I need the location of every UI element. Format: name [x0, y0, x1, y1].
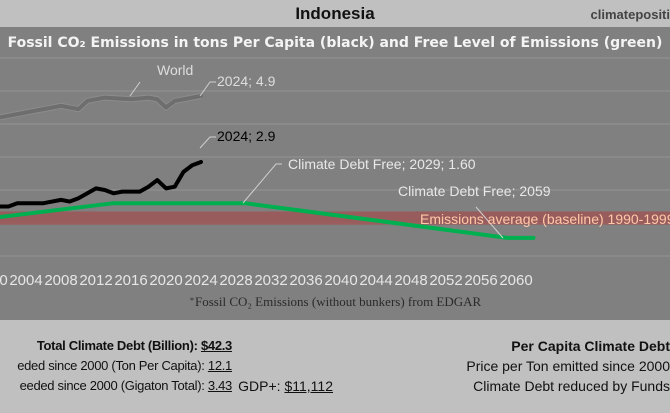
ton-label: eded since 2000 (Ton Per Capita):: [17, 358, 205, 373]
ton-value[interactable]: 12.1: [207, 358, 232, 373]
free-level-line: [0, 201, 536, 240]
indonesia-end-leader: [199, 136, 216, 149]
brand-text: climatepositi: [590, 7, 670, 22]
x-tick-label: 2000: [0, 272, 8, 289]
footnote: Fossil CO₂ Emissions (without bunkers) f…: [195, 294, 482, 309]
gdp-label: GDP+:: [238, 378, 281, 394]
baseline-band: [0, 211, 670, 225]
footnote-mark: *: [190, 296, 194, 305]
title-bar: Indonesia climatepositi: [0, 0, 670, 27]
total-value[interactable]: $42.3: [200, 338, 232, 353]
gigaton-total: eeded since 2000 (Gigaton Total): 3.43: [0, 378, 233, 393]
world-end-leader: [199, 81, 216, 97]
x-tick-label: 2060: [499, 272, 532, 289]
x-tick-label: 2028: [219, 272, 252, 289]
x-tick-label: 2008: [44, 272, 77, 289]
ton-per-capita: eded since 2000 (Ton Per Capita): 12.1: [0, 358, 232, 373]
x-tick-label: 2040: [324, 272, 357, 289]
chart-area: 2000200420082012201620202024202820322036…: [0, 27, 670, 320]
x-tick-label: 2004: [9, 272, 42, 289]
reduced-by-funds-label: Climate Debt reduced by Funds: [473, 378, 670, 394]
price-per-ton-label: Price per Ton emitted since 2000: [466, 358, 670, 374]
x-tick-label: 2020: [149, 272, 182, 289]
page-title: Indonesia: [295, 4, 375, 23]
x-tick-label: 2036: [289, 272, 322, 289]
x-tick-label: 2056: [464, 272, 497, 289]
debt-free-2-label: Climate Debt Free; 2059: [398, 183, 551, 199]
total-climate-debt: Total Climate Debt (Billion): $42.3: [0, 338, 232, 353]
baseline-label: Emissions average (baseline) 1990-1999; …: [420, 211, 670, 227]
chart-title: Fossil CO₂ Emissions in tons Per Capita …: [8, 35, 663, 51]
gigaton-label: eeded since 2000 (Gigaton Total):: [19, 378, 205, 393]
chart-svg: 2000200420082012201620202024202820322036…: [0, 35, 670, 309]
x-tick-label: 2052: [429, 272, 462, 289]
x-tick-label: 2016: [114, 272, 147, 289]
debt-free-1-label: Climate Debt Free; 2029; 1.60: [288, 156, 476, 172]
gigaton-value[interactable]: 3.43: [207, 378, 232, 393]
indonesia-line: [0, 159, 203, 209]
x-tick-label: 2048: [394, 272, 427, 289]
world-label: World: [157, 62, 193, 78]
x-tick-label: 2024: [184, 272, 217, 289]
indonesia-end-label: 2024; 2.9: [217, 128, 276, 144]
gdp-value[interactable]: $11,112: [284, 378, 333, 394]
x-tick-label: 2012: [79, 272, 112, 289]
debt-free-1-leader: [242, 163, 282, 204]
x-tick-label: 2032: [254, 272, 287, 289]
world-leader: [129, 81, 141, 97]
gdp: GDP+: $11,112: [238, 378, 333, 394]
debt-free-2-leader: [475, 206, 504, 239]
world-end-label: 2024; 4.9: [217, 73, 276, 89]
total-label: Total Climate Debt (Billion):: [36, 338, 198, 353]
per-capita-debt-label: Per Capita Climate Debt: [511, 338, 670, 354]
world-line: [0, 93, 203, 120]
x-tick-label: 2044: [359, 272, 392, 289]
